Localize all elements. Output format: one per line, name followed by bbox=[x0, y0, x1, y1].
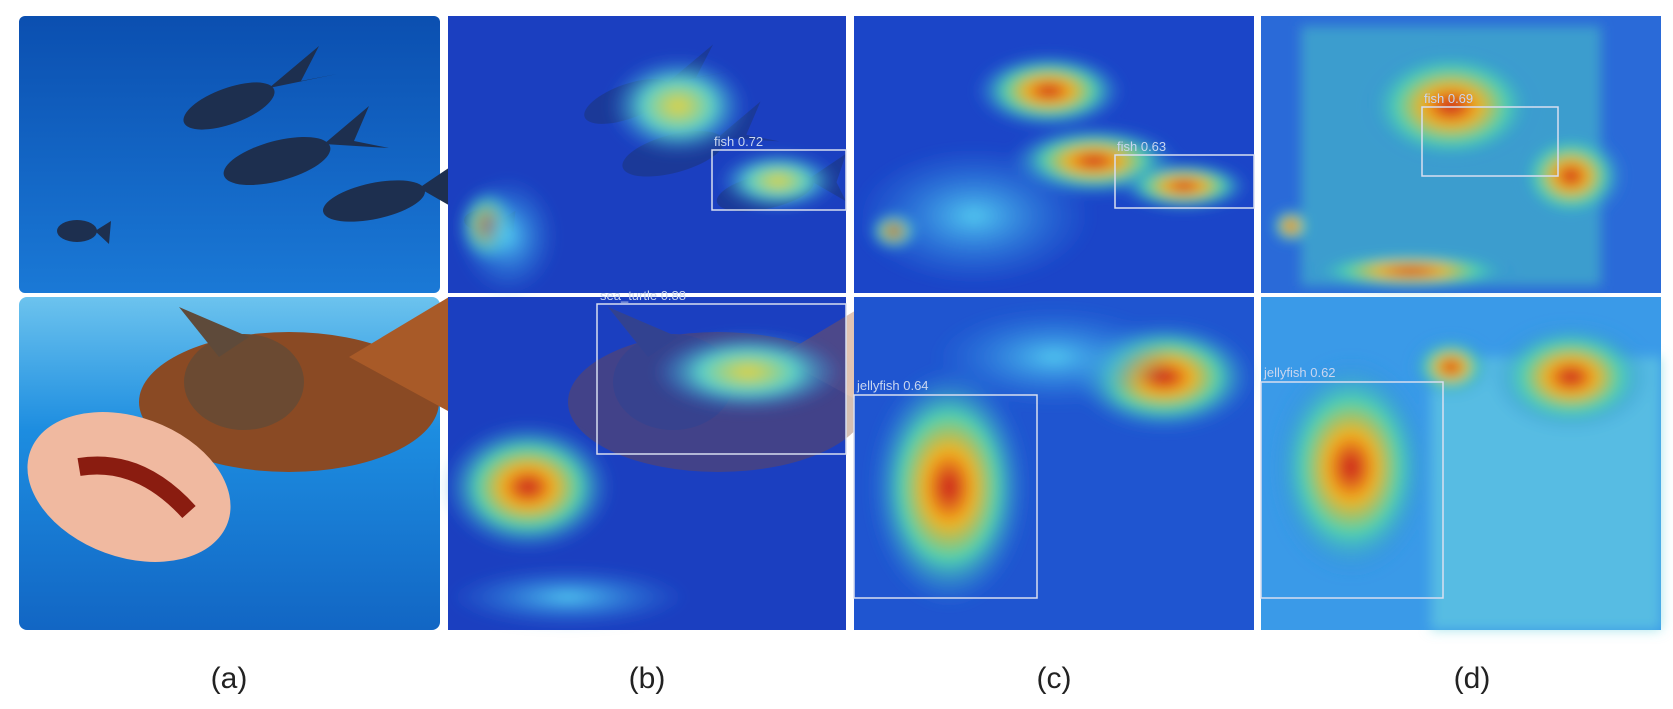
detection-box bbox=[1421, 106, 1559, 177]
detection-label: jellyfish 0.62 bbox=[1263, 365, 1336, 380]
detection-box bbox=[1260, 381, 1444, 599]
detection-label: fish 0.63 bbox=[1117, 139, 1166, 154]
panel-d: fish 0.69 jellyfish 0.62 bbox=[1260, 16, 1661, 630]
detection-box bbox=[1114, 154, 1255, 209]
panel-a bbox=[6, 16, 459, 630]
panel-caption: (c) bbox=[1037, 662, 1072, 695]
panel-caption: (d) bbox=[1454, 662, 1491, 695]
detection-box bbox=[711, 149, 847, 211]
detection-label: jellyfish 0.64 bbox=[856, 378, 929, 393]
detection-box bbox=[596, 303, 847, 455]
detection-label: sea_turtle 0.88 bbox=[600, 288, 686, 303]
panel-c: fish 0.63 jellyfish 0.64 bbox=[853, 16, 1255, 630]
detection-box bbox=[853, 394, 1038, 599]
detection-label: fish 0.69 bbox=[1424, 91, 1473, 106]
panel-caption: (a) bbox=[211, 662, 248, 695]
detection-label: fish 0.72 bbox=[714, 134, 763, 149]
panel-b: fish 0.72 sea_turtle 0.88 bbox=[443, 16, 888, 630]
panel-caption: (b) bbox=[629, 662, 666, 695]
